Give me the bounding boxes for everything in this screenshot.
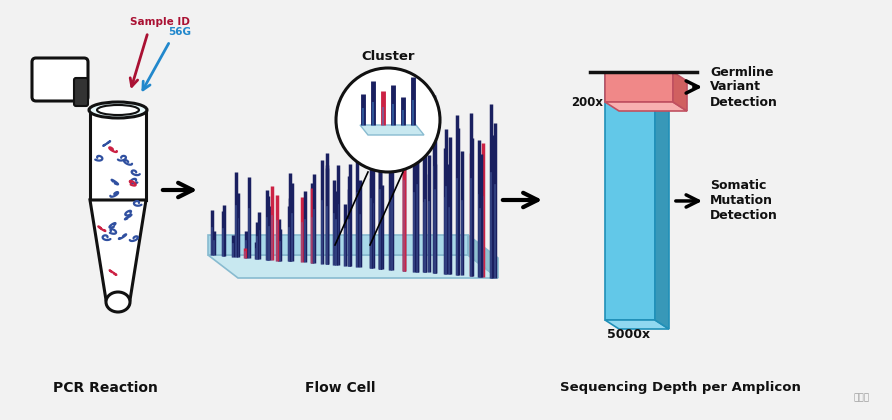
Text: Sample ID: Sample ID — [130, 17, 190, 27]
Text: 5000x: 5000x — [607, 328, 650, 341]
Polygon shape — [90, 200, 146, 300]
Ellipse shape — [89, 102, 147, 118]
Text: Sequencing Depth per Amplicon: Sequencing Depth per Amplicon — [559, 381, 800, 394]
Text: Cluster: Cluster — [361, 50, 415, 63]
FancyBboxPatch shape — [74, 78, 88, 106]
Polygon shape — [605, 320, 669, 329]
Polygon shape — [605, 102, 687, 111]
Polygon shape — [208, 235, 468, 255]
Bar — [605, 72, 655, 320]
Polygon shape — [655, 72, 669, 329]
Polygon shape — [208, 255, 498, 278]
Text: 56G: 56G — [168, 27, 191, 37]
Ellipse shape — [97, 105, 139, 115]
Text: 200x: 200x — [571, 96, 603, 109]
Circle shape — [336, 68, 440, 172]
FancyBboxPatch shape — [32, 58, 88, 101]
Polygon shape — [468, 235, 498, 278]
Polygon shape — [90, 110, 146, 200]
Polygon shape — [360, 125, 424, 135]
Ellipse shape — [106, 292, 130, 312]
Text: Somatic
Mutation
Detection: Somatic Mutation Detection — [710, 179, 778, 223]
Bar — [605, 72, 673, 102]
Text: Flow Cell: Flow Cell — [305, 381, 376, 395]
Text: PCR Reaction: PCR Reaction — [53, 381, 157, 395]
Text: 医世象: 医世象 — [854, 393, 870, 402]
Text: Germline
Variant
Detection: Germline Variant Detection — [710, 66, 778, 108]
Polygon shape — [673, 72, 687, 111]
